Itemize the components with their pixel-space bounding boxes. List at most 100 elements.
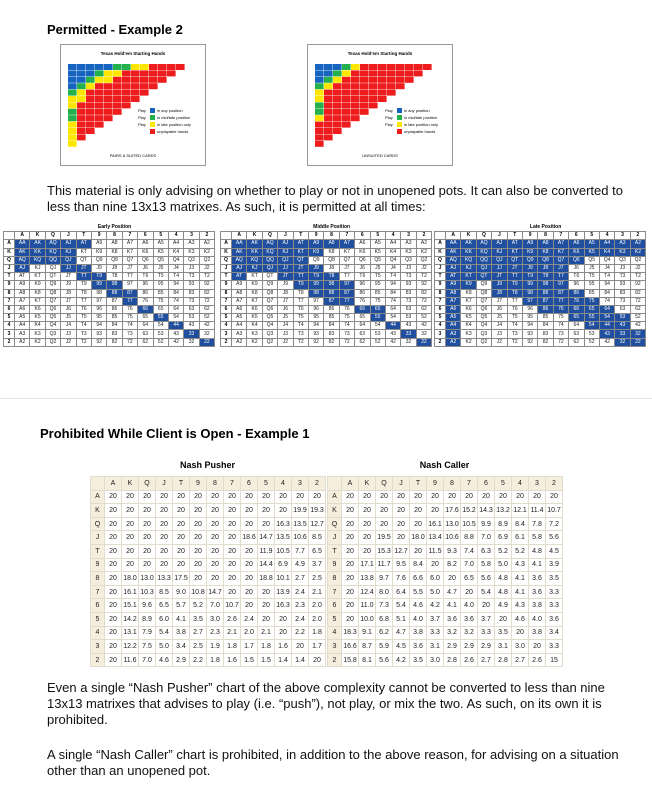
hand-cell: K2	[460, 337, 477, 347]
hand-cell: J2	[198, 263, 216, 274]
value-cell: 3.0	[511, 639, 529, 654]
legend-play: Play	[385, 115, 393, 120]
col-header: 7	[460, 476, 478, 491]
hand-cell: 83	[537, 329, 554, 339]
hand-cell	[104, 96, 113, 102]
hand-cell: 84	[537, 321, 554, 331]
hand-cell: Q5	[44, 313, 62, 323]
hand-cell	[167, 64, 176, 70]
col-header: 5	[152, 231, 169, 241]
value-cell: 2.9	[460, 639, 478, 654]
hand-cell: 92	[521, 337, 539, 347]
hand-cell: J8	[277, 288, 294, 298]
value-cell: 20	[206, 503, 224, 518]
value-cell: 18.6	[240, 530, 258, 545]
value-cell: 6.8	[375, 611, 393, 627]
separator	[0, 398, 652, 399]
hand-cell: T3	[614, 272, 631, 282]
value-cell: 20	[409, 503, 427, 518]
row: J AJ KJ QJ JJ JT J9 J8 J7 J6 J5 J4 J3 J2	[220, 263, 433, 274]
legend-swatch	[397, 115, 402, 120]
hand-cell: 66	[354, 304, 371, 315]
hand-cell: 62	[629, 304, 647, 315]
hand-cell	[333, 102, 342, 109]
hand-cell: Q3	[44, 329, 62, 339]
row: K AK KK KQ KJ KT K9 K8 K7 K6 K5 K4 K3 K2	[434, 247, 647, 257]
hand-cell: A5	[583, 239, 600, 249]
col-header: K	[358, 476, 376, 491]
value-cell: 12.7	[392, 543, 410, 559]
row-header: 7	[220, 296, 232, 306]
hand-cell	[414, 70, 423, 77]
value-cell: 20	[257, 584, 275, 600]
hand-cell	[333, 108, 342, 115]
hand-cell: 42	[598, 337, 616, 347]
hand-cell	[86, 121, 95, 128]
hand-cell: Q8	[261, 288, 279, 298]
col-header: T	[172, 476, 190, 491]
value-cell: 8.4	[409, 557, 427, 573]
hand-cell: 98	[90, 288, 108, 298]
value-cell: 3.5	[494, 625, 512, 641]
value-cell: 4.5	[545, 543, 563, 559]
col-header: K	[121, 476, 139, 491]
col-header: 4	[167, 231, 185, 241]
hand-cell: 92	[415, 280, 433, 290]
value-cell: 13.5	[291, 516, 309, 532]
hand-cell: 76	[137, 296, 154, 306]
value-cell: 9.9	[477, 516, 495, 532]
hand-cell: 22	[629, 337, 647, 347]
hand-cell	[360, 70, 369, 77]
hand-cell: K9	[90, 247, 108, 257]
hand-cell: 86	[137, 288, 154, 298]
value-cell: 19.5	[375, 530, 393, 545]
hand-cell: A6	[137, 239, 154, 249]
hand-cell: T8	[292, 288, 309, 298]
hand-cell: 88	[537, 288, 554, 298]
hand-cell	[342, 76, 351, 83]
hand-cell	[315, 70, 324, 77]
value-cell: 20	[155, 543, 173, 559]
value-cell: 4.1	[511, 584, 529, 600]
col-header: 9	[307, 231, 325, 241]
hand-cell	[423, 64, 432, 70]
col-header: Q	[44, 231, 62, 241]
value-cell: 2.1	[223, 625, 241, 641]
value-cell: 20	[155, 516, 173, 532]
value-cell: 20	[392, 489, 410, 505]
hand-cell: KJ	[460, 263, 477, 274]
hand-cell	[351, 115, 360, 122]
hand-cell: A7	[121, 239, 139, 249]
hand-cell: A3	[230, 329, 248, 339]
value-cell: 5.6	[545, 530, 563, 545]
hand-cell: K7	[338, 247, 356, 257]
hand-cell: A4	[13, 321, 31, 331]
hand-cell	[315, 89, 324, 96]
hand-cell: 97	[338, 280, 356, 290]
value-cell: 20	[341, 557, 359, 573]
value-cell: 5.2	[511, 543, 529, 559]
hand-cell	[324, 108, 333, 115]
hand-cell: 82	[537, 337, 554, 347]
value-cell: 16.3	[274, 516, 292, 532]
hand-cell: 85	[583, 288, 600, 298]
hand-cell: A4	[598, 239, 616, 249]
hand-cell: T6	[75, 304, 92, 315]
image-title: Texas Hold'em Starting Hands	[101, 51, 166, 56]
hand-cell	[378, 70, 387, 77]
col-header: K	[246, 231, 263, 241]
value-cell: 20	[409, 543, 427, 559]
hand-cell: A8	[106, 239, 123, 249]
col-header: T	[409, 476, 427, 491]
chart-title: Early Position	[97, 224, 132, 231]
col-header: A	[444, 231, 462, 241]
hand-cell: 84	[167, 288, 185, 298]
hand-cell: Q7	[121, 255, 139, 265]
hand-cell: QJ	[60, 255, 77, 265]
hand-cell: KT	[246, 272, 263, 282]
legend-label: in mid/late position	[404, 115, 437, 120]
legend-label: in mid/late position	[157, 115, 190, 120]
col-header: 4	[384, 231, 402, 241]
hand-cell	[378, 76, 387, 83]
hand-cell: K6	[29, 304, 46, 315]
